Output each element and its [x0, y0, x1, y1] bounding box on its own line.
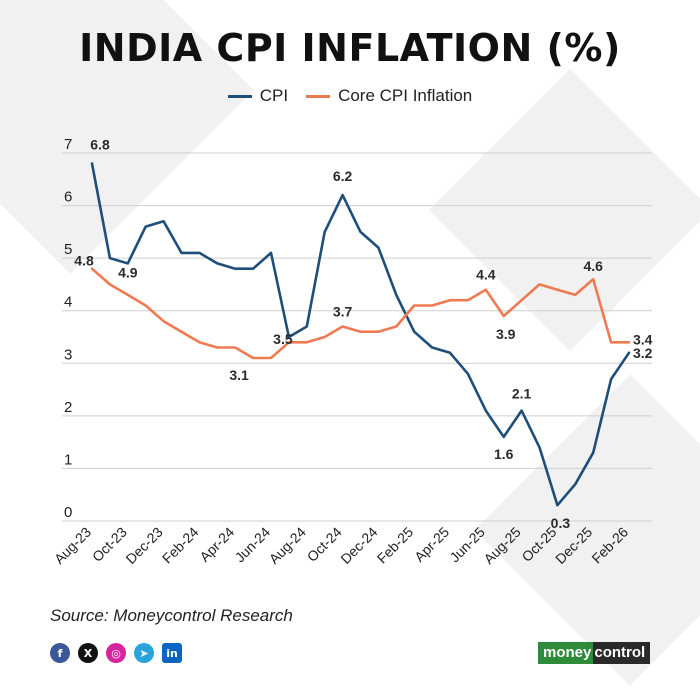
cpi-data-label: 6.2: [333, 168, 353, 184]
core-cpi-data-label: 4.6: [583, 258, 603, 274]
legend-label-cpi: CPI: [259, 86, 289, 105]
y-tick-label: 4: [64, 294, 72, 311]
logo-part-control: control: [593, 642, 651, 664]
x-tick-label: Apr-25: [411, 524, 452, 565]
y-tick-label: 2: [64, 399, 72, 416]
x-tick-label: Jun-25: [446, 524, 488, 566]
y-tick-label: 6: [64, 189, 72, 206]
cpi-data-label: 3.5: [273, 331, 293, 347]
y-tick-label: 1: [64, 451, 72, 468]
x-tick-label: Dec-23: [122, 524, 165, 567]
legend-label-core: Core CPI Inflation: [338, 86, 473, 105]
cpi-data-label: 0.3: [551, 515, 571, 531]
social-icons: f X ◎ ➤ in: [50, 643, 182, 663]
legend-swatch-core: [306, 94, 331, 98]
core-cpi-data-label: 3.1: [229, 367, 249, 383]
x-tick-label: Aug-24: [266, 524, 309, 567]
cpi-data-label: 4.9: [118, 264, 138, 280]
chart-plot: 01234567Aug-23Oct-23Dec-23Feb-24Apr-24Ju…: [51, 136, 653, 567]
cpi-data-label: 3.2: [633, 345, 653, 361]
instagram-icon[interactable]: ◎: [106, 643, 126, 663]
x-tick-label: Feb-24: [159, 524, 202, 567]
x-tick-label: Feb-26: [588, 524, 631, 567]
moneycontrol-logo: money control: [538, 642, 651, 664]
x-tick-label: Apr-24: [196, 524, 237, 565]
cpi-data-label: 2.1: [512, 386, 532, 402]
x-tick-label: Oct-24: [304, 524, 345, 565]
y-tick-label: 5: [64, 241, 72, 258]
core-cpi-data-label: 3.7: [333, 303, 353, 319]
logo-part-money: money: [538, 642, 594, 664]
core-cpi-data-label: 4.8: [74, 253, 94, 269]
y-tick-label: 0: [64, 504, 72, 521]
chart-title: INDIA CPI INFLATION (%): [79, 26, 621, 70]
x-tick-label: Aug-23: [51, 524, 94, 567]
x-icon[interactable]: X: [78, 643, 98, 663]
source-note: Source: Moneycontrol Research: [50, 606, 293, 625]
telegram-icon[interactable]: ➤: [134, 643, 154, 663]
core-cpi-data-label: 3.4: [633, 331, 653, 347]
legend-entry-cpi: CPI: [227, 86, 289, 106]
x-tick-label: Oct-23: [89, 524, 130, 565]
cpi-data-label: 1.6: [494, 446, 514, 462]
y-tick-label: 7: [64, 136, 72, 153]
cpi-series-line: [90, 162, 631, 507]
cpi-data-label: 6.8: [90, 137, 110, 153]
x-tick-label: Dec-24: [337, 524, 380, 567]
linkedin-icon[interactable]: in: [162, 643, 182, 663]
legend-entry-core: Core CPI Inflation: [306, 86, 472, 106]
legend: CPI Core CPI Inflation: [0, 86, 700, 106]
y-tick-label: 3: [64, 346, 72, 363]
legend-swatch-cpi: [227, 94, 252, 98]
facebook-icon[interactable]: f: [50, 643, 70, 663]
x-tick-label: Aug-25: [480, 524, 523, 567]
core-cpi-data-label: 4.4: [476, 267, 496, 283]
x-tick-label: Feb-25: [374, 524, 417, 567]
core-cpi-series-line: [90, 267, 631, 360]
core-cpi-data-label: 3.9: [496, 326, 516, 342]
x-tick-label: Jun-24: [232, 524, 274, 566]
